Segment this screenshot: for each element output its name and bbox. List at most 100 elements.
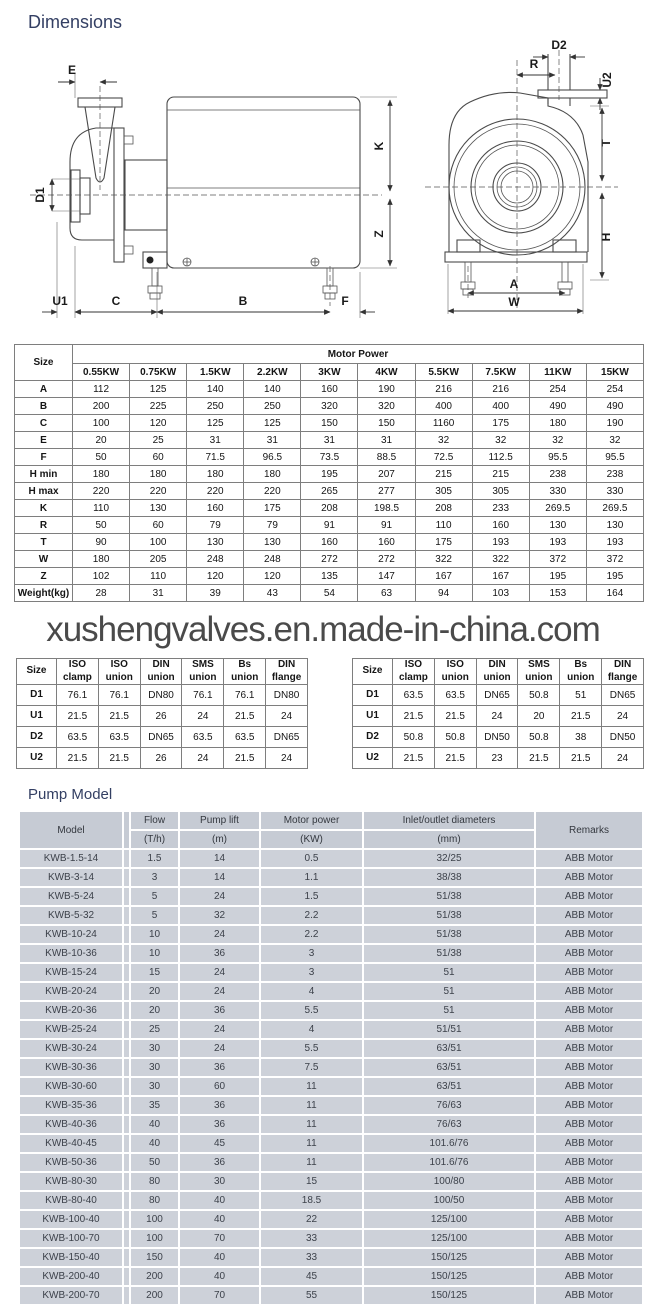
model-cell: KWB-30-60 [18, 1076, 124, 1097]
cell: 103 [471, 584, 530, 602]
cell: 31 [357, 431, 416, 449]
cell: 24 [265, 747, 308, 769]
cell: 320 [357, 397, 416, 415]
cell: 21.5 [559, 705, 603, 727]
cell: ABB Motor [534, 1038, 644, 1059]
table-row: KWB-50-36 50 36 11 101.6/76 ABB Motor [18, 1152, 644, 1173]
cell: ABB Motor [534, 1000, 644, 1021]
cell: ABB Motor [534, 1057, 644, 1078]
cell: 175 [471, 414, 530, 432]
table-row: KWB-5-24 5 24 1.5 51/38 ABB Motor [18, 886, 644, 907]
cell: 38/38 [362, 867, 536, 888]
table-row: KWB-35-36 35 36 11 76/63 ABB Motor [18, 1095, 644, 1116]
table-row: W 180 205 248 248 272 272 322 322 372 372 [14, 550, 645, 568]
cell: 50.8 [517, 726, 561, 748]
dim-label-z: Z [372, 230, 386, 237]
row-label: W [14, 550, 73, 568]
cell: 21.5 [223, 705, 267, 727]
connection-table-body: Size ISO clamp ISO union DIN union SMS union… [352, 658, 644, 769]
cell: 1.1 [259, 867, 364, 888]
watermark-text: xushengvalves.en.made-in-china.com [46, 610, 601, 649]
cell: 0.5 [259, 848, 364, 869]
cell: 320 [300, 397, 359, 415]
cell: 125 [129, 380, 188, 398]
table-row: KWB-80-40 80 40 18.5 100/50 ABB Motor [18, 1190, 644, 1211]
cell: 100 [129, 533, 188, 551]
cell: 180 [71, 465, 131, 483]
table-row: KWB-5-32 5 32 2.2 51/38 ABB Motor [18, 905, 644, 926]
table-row: R 50 60 79 79 91 91 110 160 130 130 [14, 516, 645, 534]
cell: 3 [259, 943, 364, 964]
cell: 35 [129, 1095, 180, 1116]
cell: 32 [471, 431, 530, 449]
cell: 51/38 [362, 924, 536, 945]
cell: 79 [243, 516, 302, 534]
dim-label-r: R [530, 57, 539, 71]
dim-label-a: A [510, 277, 519, 291]
connection-table-1: Size ISO clamp ISO union DIN union SMS union… [16, 658, 308, 769]
header-row: Size ISO clamp ISO union DIN union SMS union… [16, 658, 308, 685]
cell: 60 [178, 1076, 261, 1097]
cell: 32 [178, 905, 261, 926]
table-row: T 90 100 130 130 160 160 175 193 193 193 [14, 533, 645, 551]
cell: 100/50 [362, 1190, 536, 1211]
table-row: A 112 125 140 140 160 190 216 216 254 254 [14, 380, 645, 398]
cell: 79 [186, 516, 245, 534]
table-row: KWB-200-40 200 40 45 150/125 ABB Motor [18, 1266, 644, 1287]
row-label: Weight(kg) [14, 584, 73, 602]
cell: ABB Motor [534, 1285, 644, 1306]
model-cell: KWB-10-24 [18, 924, 124, 945]
cell: 30 [129, 1076, 180, 1097]
cell: 51 [362, 1000, 536, 1021]
connection-table-body: Size ISO clamp ISO union DIN union SMS union… [16, 658, 308, 769]
cell: 40 [129, 1114, 180, 1135]
cell: 190 [357, 380, 416, 398]
cell: 50 [129, 1152, 180, 1173]
cell: 248 [186, 550, 245, 568]
cell: 73.5 [300, 448, 359, 466]
table-row: D1 76.1 76.1 DN80 76.1 76.1 DN80 [16, 684, 308, 706]
model-cell: KWB-200-70 [18, 1285, 124, 1306]
cell: 125/100 [362, 1228, 536, 1249]
cell: DN80 [265, 684, 308, 706]
table-row: KWB-200-70 200 70 55 150/125 ABB Motor [18, 1285, 644, 1306]
table-row: KWB-40-45 40 45 11 101.6/76 ABB Motor [18, 1133, 644, 1154]
cell: 63/51 [362, 1057, 536, 1078]
cell: 305 [471, 482, 530, 500]
table-row: E 20 25 31 31 31 31 32 32 32 32 [14, 431, 645, 449]
dim-label-e: E [68, 63, 76, 77]
cell: 30 [129, 1038, 180, 1059]
dimensions-heading: Dimensions [28, 12, 123, 32]
pump-dimension-drawing: E D1 K Z U1 C B [30, 40, 618, 318]
cell: ABB Motor [534, 1114, 644, 1135]
cell: 24 [265, 705, 308, 727]
cell: 400 [414, 397, 473, 415]
table-row: KWB-100-70 100 70 33 125/100 ABB Motor [18, 1228, 644, 1249]
table-row: C 100 120 125 125 150 150 1160 175 180 190 [14, 414, 645, 432]
cell: 54 [300, 584, 359, 602]
col-header: Flow [129, 810, 180, 831]
spacer-cell [122, 1133, 131, 1154]
model-cell: KWB-5-32 [18, 905, 124, 926]
cell: 110 [129, 567, 188, 585]
cell: 21.5 [56, 705, 99, 727]
cell: 40 [178, 1247, 261, 1268]
cell: 100 [129, 1209, 180, 1230]
cell: 15 [259, 1171, 364, 1192]
cell: 94 [414, 584, 473, 602]
cell: 193 [585, 533, 645, 551]
spacer-cell [122, 1038, 131, 1059]
cell: 70 [178, 1228, 261, 1249]
cell: 24 [181, 705, 225, 727]
cell: 277 [357, 482, 416, 500]
model-cell: KWB-150-40 [18, 1247, 124, 1268]
model-cell: KWB-40-45 [18, 1133, 124, 1154]
cell: 63 [357, 584, 416, 602]
cell: 193 [528, 533, 587, 551]
cell: 32 [528, 431, 587, 449]
cell: ABB Motor [534, 1247, 644, 1268]
spacer-cell [122, 1228, 131, 1249]
cell: 5 [129, 905, 180, 926]
cell: 31 [300, 431, 359, 449]
cell: 91 [300, 516, 359, 534]
